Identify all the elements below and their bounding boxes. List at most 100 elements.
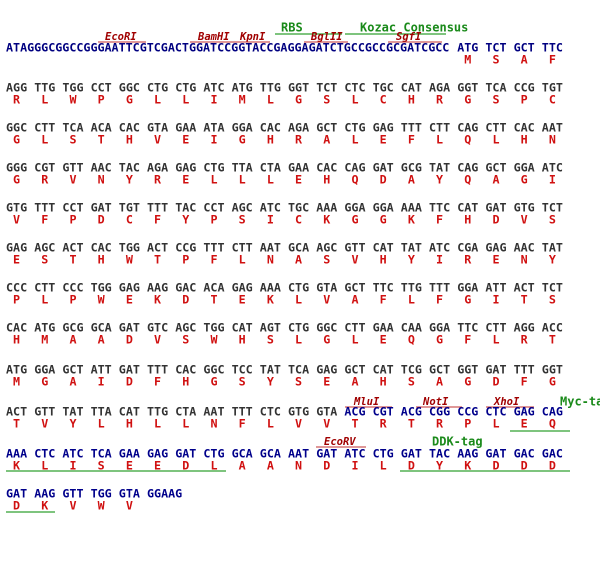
amino-acid: R [154, 173, 162, 187]
amino-acid: D [323, 459, 330, 473]
amino-acid: Q [549, 417, 556, 431]
amino-acid: V [69, 499, 76, 513]
amino-acid: L [154, 417, 161, 431]
amino-acid: L [41, 293, 48, 307]
amino-acid: I [267, 213, 274, 227]
codon: GTT [62, 161, 83, 175]
amino-acid: E [182, 173, 189, 187]
amino-acid: L [41, 133, 48, 147]
codon: CAC [316, 161, 337, 175]
codon: GAG [485, 241, 506, 255]
codon: AAG [34, 487, 55, 501]
codon: AAA [260, 281, 281, 295]
codon: GCG [401, 161, 422, 175]
codon: AAT [203, 405, 224, 419]
codon: TTT [232, 405, 253, 419]
codon: GAT [119, 321, 140, 335]
codon: ACA [91, 121, 112, 135]
codon: GCT [429, 363, 450, 377]
codon: TTC [457, 321, 478, 335]
amino-acid: E [380, 333, 387, 347]
amino-acid: G [436, 333, 443, 347]
codon: GTG [288, 405, 309, 419]
amino-acid: L [210, 173, 217, 187]
amino-acid: E [521, 417, 528, 431]
feature-label: Kozac Consensus [360, 21, 468, 35]
codon: GGA [514, 161, 535, 175]
amino-acid: V [323, 293, 330, 307]
codon: TTC [429, 201, 450, 215]
codon: CCT [62, 201, 83, 215]
codon: GGA [344, 201, 365, 215]
codon: CAT [457, 201, 478, 215]
amino-acid: S [69, 133, 76, 147]
amino-acid: M [239, 93, 246, 107]
codon: GAA [175, 121, 196, 135]
codon: GAG [119, 281, 140, 295]
amino-acid: G [295, 93, 302, 107]
codon: TAT [401, 241, 422, 255]
codon: CCG [175, 241, 196, 255]
codon: GCT [316, 121, 337, 135]
codon: TAT [260, 363, 281, 377]
amino-acid: N [521, 253, 528, 267]
amino-acid: H [408, 93, 415, 107]
codon: GGA [373, 201, 394, 215]
amino-acid: W [126, 253, 134, 267]
amino-acid: P [69, 213, 76, 227]
amino-acid: I [210, 93, 217, 107]
amino-acid: C [380, 93, 387, 107]
amino-acid: V [154, 133, 161, 147]
amino-acid: D [98, 213, 105, 227]
codon: GAC [175, 281, 196, 295]
codon: CCG [514, 81, 535, 95]
amino-acid: I [492, 293, 499, 307]
amino-acid: K [267, 293, 274, 307]
amino-acid: E [126, 293, 133, 307]
codon: CCT [203, 201, 224, 215]
codon: ATC [542, 161, 563, 175]
codon: CAC [175, 363, 196, 377]
amino-acid: F [436, 213, 443, 227]
amino-acid: V [69, 173, 76, 187]
amino-acid: S [549, 293, 556, 307]
amino-acid: R [380, 417, 388, 431]
amino-acid: F [464, 333, 471, 347]
codon: TTG [147, 405, 168, 419]
site-label: MluI [353, 396, 380, 408]
codon: CTG [344, 121, 365, 135]
codon: GTT [34, 405, 55, 419]
codon: TAC [175, 201, 196, 215]
codon: AGC [232, 201, 253, 215]
codon: GGT [542, 363, 563, 377]
codon: ATT [91, 363, 112, 377]
codon: GAG [373, 121, 394, 135]
amino-acid: R [436, 93, 444, 107]
amino-acid: H [323, 173, 330, 187]
amino-acid: S [98, 459, 105, 473]
codon: CAT [373, 363, 394, 377]
codon: CAT [401, 81, 422, 95]
amino-acid: D [126, 333, 133, 347]
codon: CAC [514, 121, 535, 135]
amino-acid: F [380, 293, 387, 307]
codon: CAG [457, 161, 478, 175]
amino-acid: Y [182, 213, 189, 227]
codon: CTA [260, 161, 281, 175]
codon: CTG [175, 81, 196, 95]
codon: CTA [175, 405, 196, 419]
codon: GAT [119, 363, 140, 377]
codon: GTG [514, 201, 535, 215]
amino-acid: L [351, 333, 358, 347]
amino-acid: A [98, 333, 105, 347]
codon: CGT [373, 405, 394, 419]
codon: ATC [429, 241, 450, 255]
codon: AAT [260, 241, 281, 255]
amino-acid: C [126, 213, 133, 227]
codon: GGA [429, 321, 450, 335]
codon: TGG [62, 81, 83, 95]
amino-acid: E [182, 133, 189, 147]
codon: CCG [457, 405, 478, 419]
amino-acid: F [154, 213, 161, 227]
amino-acid: F [239, 417, 246, 431]
